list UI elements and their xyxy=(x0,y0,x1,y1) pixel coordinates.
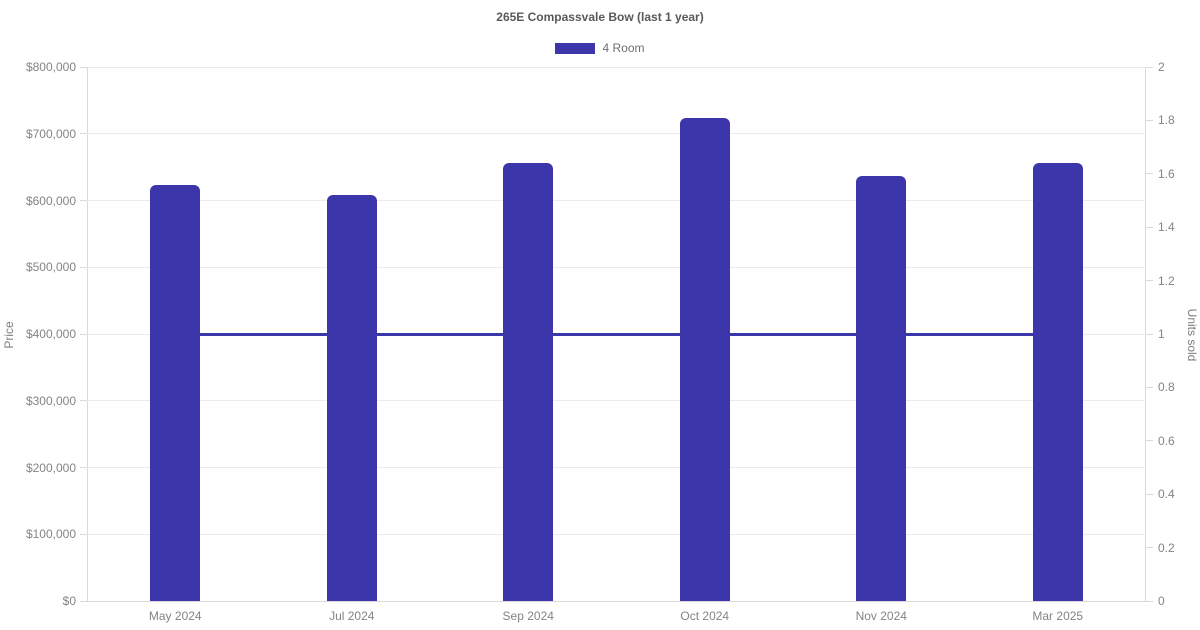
left-axis-tick-label: $200,000 xyxy=(25,460,76,475)
left-axis-tick-label: $0 xyxy=(62,594,76,608)
legend-label: 4 Room xyxy=(602,41,645,55)
right-tick-mark xyxy=(1146,280,1153,282)
right-tick-mark xyxy=(1146,333,1153,335)
left-axis-tick-label: $100,000 xyxy=(25,527,76,542)
right-axis-tick-label: 1.4 xyxy=(1158,220,1175,235)
left-tick-mark xyxy=(80,333,87,335)
x-axis-tick-label: Nov 2024 xyxy=(855,609,907,623)
gridline xyxy=(87,467,1146,468)
bar-mar-2025 xyxy=(1032,163,1083,601)
plot-area xyxy=(87,66,1146,602)
x-axis-tick-label: May 2024 xyxy=(148,609,202,623)
x-axis-tick-label: Jul 2024 xyxy=(329,609,375,623)
legend-item-4-room[interactable]: 4 Room xyxy=(555,41,645,55)
right-axis-tick-label: 0.4 xyxy=(1158,487,1175,502)
bar-may-2024 xyxy=(150,185,201,601)
right-axis-tick-label: 1.6 xyxy=(1158,166,1175,181)
left-tick-mark xyxy=(80,400,87,402)
right-axis-tick-label: 1.2 xyxy=(1158,273,1175,288)
gridline xyxy=(87,600,1146,602)
x-axis-tick-label: Mar 2025 xyxy=(1032,609,1084,623)
gridline xyxy=(87,400,1146,402)
right-tick-mark xyxy=(1146,173,1153,175)
right-tick-mark xyxy=(1146,226,1153,228)
x-axis-tick-label: Sep 2024 xyxy=(502,609,554,623)
left-axis-tick-label: $500,000 xyxy=(25,260,76,275)
right-axis-tick-label: 1.8 xyxy=(1158,113,1175,128)
gridline xyxy=(87,533,1146,535)
bar-sep-2024 xyxy=(503,163,554,601)
right-tick-mark xyxy=(1146,386,1153,388)
chart-title: 265E Compassvale Bow (last 1 year) xyxy=(496,10,704,24)
bar-oct-2024 xyxy=(679,117,730,601)
gridline xyxy=(87,200,1146,201)
right-tick-mark xyxy=(1146,600,1153,602)
gridline xyxy=(87,266,1146,268)
left-tick-mark xyxy=(80,200,87,201)
right-axis-tick-label: 0 xyxy=(1158,594,1165,608)
right-axis-tick-label: 2 xyxy=(1158,60,1165,74)
units-sold-line xyxy=(175,332,1058,336)
right-tick-mark xyxy=(1146,119,1153,121)
left-axis-tick-label: $800,000 xyxy=(25,60,76,74)
left-axis-title: Price xyxy=(2,321,16,349)
right-axis-title: Units sold xyxy=(1185,308,1199,362)
left-tick-mark xyxy=(80,600,87,602)
legend-swatch xyxy=(555,42,596,54)
right-axis-tick-label: 0.2 xyxy=(1158,540,1175,555)
right-tick-mark xyxy=(1146,66,1153,68)
right-axis-tick-label: 0.8 xyxy=(1158,380,1175,395)
gridline xyxy=(87,66,1146,68)
right-axis-tick-label: 0.6 xyxy=(1158,433,1175,448)
left-tick-mark xyxy=(80,533,87,535)
left-tick-mark xyxy=(80,266,87,268)
x-axis-tick-label: Oct 2024 xyxy=(680,609,730,623)
legend: 4 Room xyxy=(0,41,1200,55)
gridline xyxy=(87,133,1146,135)
left-tick-mark xyxy=(80,66,87,68)
right-tick-mark xyxy=(1146,493,1153,495)
bar-nov-2024 xyxy=(856,175,907,601)
right-axis-tick-label: 1 xyxy=(1158,327,1165,341)
left-axis-tick-label: $700,000 xyxy=(25,126,76,141)
left-tick-mark xyxy=(80,467,87,468)
bar-jul-2024 xyxy=(326,195,377,601)
left-axis-tick-label: $300,000 xyxy=(25,393,76,408)
right-tick-mark xyxy=(1146,440,1153,442)
left-tick-mark xyxy=(80,133,87,135)
right-tick-mark xyxy=(1146,547,1153,549)
left-axis-tick-label: $600,000 xyxy=(25,193,76,208)
left-axis-tick-label: $400,000 xyxy=(25,327,76,341)
